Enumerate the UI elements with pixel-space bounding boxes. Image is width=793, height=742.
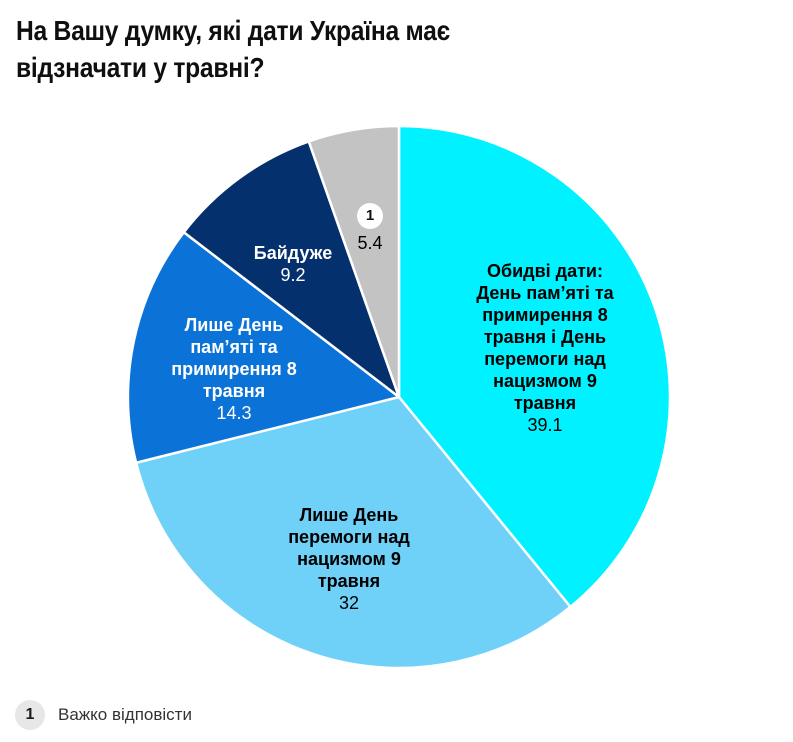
pie-slice-indifferent[interactable] [182, 140, 401, 399]
pie-slice-victory-day-only[interactable] [134, 395, 572, 670]
footnote: 1 Важко відповісти [15, 700, 192, 730]
pie-slice-memorial-day-only[interactable] [126, 231, 401, 464]
footnote-marker-badge: 1 [15, 700, 45, 730]
footnote-text: Важко відповісти [58, 705, 192, 724]
pie-slice-hard-to-answer[interactable] [307, 124, 401, 399]
pie-slice-both-dates[interactable] [397, 124, 672, 609]
page-title: На Вашу думку, які дати Україна має відз… [16, 15, 450, 83]
